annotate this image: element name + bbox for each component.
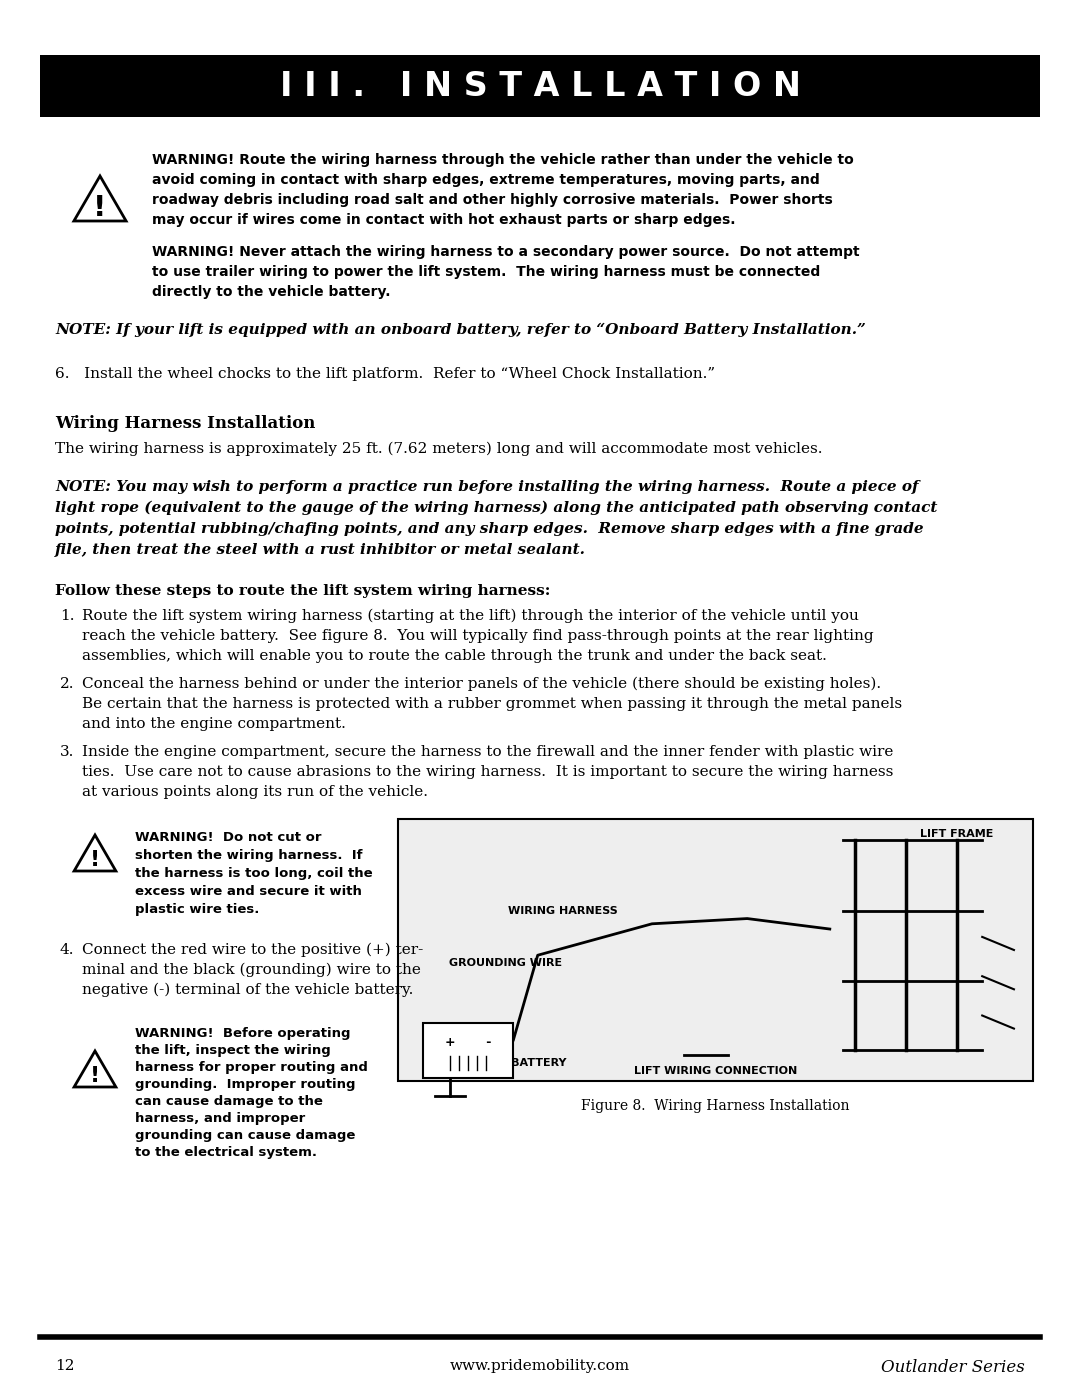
Text: grounding can cause damage: grounding can cause damage: [135, 1129, 355, 1141]
Text: directly to the vehicle battery.: directly to the vehicle battery.: [152, 285, 391, 299]
Bar: [399, 819, 1032, 1081]
Text: WARNING!  Do not cut or: WARNING! Do not cut or: [135, 831, 322, 844]
Polygon shape: [75, 835, 116, 870]
Text: 6.   Install the wheel chocks to the lift platform.  Refer to “Wheel Chock Insta: 6. Install the wheel chocks to the lift …: [55, 367, 715, 381]
Text: WARNING! Never attach the wiring harness to a secondary power source.  Do not at: WARNING! Never attach the wiring harness…: [152, 244, 860, 258]
Text: VEHICLE BATTERY: VEHICLE BATTERY: [455, 1058, 567, 1067]
Text: !: !: [90, 851, 100, 870]
Text: 3.: 3.: [60, 745, 75, 759]
Polygon shape: [75, 1051, 116, 1087]
Text: NOTE: You may wish to perform a practice run before installing the wiring harnes: NOTE: You may wish to perform a practice…: [55, 481, 918, 495]
Text: 4.: 4.: [60, 943, 75, 957]
Text: grounding.  Improper routing: grounding. Improper routing: [135, 1078, 355, 1091]
Text: www.pridemobility.com: www.pridemobility.com: [450, 1359, 630, 1373]
Text: reach the vehicle battery.  See figure 8.  You will typically find pass-through : reach the vehicle battery. See figure 8.…: [82, 629, 874, 643]
Text: WARNING!  Before operating: WARNING! Before operating: [135, 1027, 351, 1039]
Text: assemblies, which will enable you to route the cable through the trunk and under: assemblies, which will enable you to rou…: [82, 650, 827, 664]
Text: can cause damage to the: can cause damage to the: [135, 1095, 323, 1108]
Text: the lift, inspect the wiring: the lift, inspect the wiring: [135, 1044, 330, 1058]
Text: LIFT WIRING CONNECTION: LIFT WIRING CONNECTION: [634, 1066, 797, 1076]
Text: Connect the red wire to the positive (+) ter-: Connect the red wire to the positive (+)…: [82, 943, 423, 957]
Text: the harness is too long, coil the: the harness is too long, coil the: [135, 868, 373, 880]
Text: Outlander Series: Outlander Series: [881, 1359, 1025, 1376]
Text: points, potential rubbing/chafing points, and any sharp edges.  Remove sharp edg: points, potential rubbing/chafing points…: [55, 522, 923, 536]
Text: Conceal the harness behind or under the interior panels of the vehicle (there sh: Conceal the harness behind or under the …: [82, 678, 881, 692]
Text: Route the lift system wiring harness (starting at the lift) through the interior: Route the lift system wiring harness (st…: [82, 609, 859, 623]
Text: NOTE: If your lift is equipped with an onboard battery, refer to “Onboard Batter: NOTE: If your lift is equipped with an o…: [55, 323, 866, 337]
Text: may occur if wires come in contact with hot exhaust parts or sharp edges.: may occur if wires come in contact with …: [152, 212, 735, 226]
Text: ties.  Use care not to cause abrasions to the wiring harness.  It is important t: ties. Use care not to cause abrasions to…: [82, 766, 893, 780]
Text: and into the engine compartment.: and into the engine compartment.: [82, 717, 346, 731]
Text: avoid coming in contact with sharp edges, extreme temperatures, moving parts, an: avoid coming in contact with sharp edges…: [152, 173, 820, 187]
Text: I I I .   I N S T A L L A T I O N: I I I . I N S T A L L A T I O N: [280, 70, 800, 102]
Text: negative (-) terminal of the vehicle battery.: negative (-) terminal of the vehicle bat…: [82, 983, 414, 997]
Text: to use trailer wiring to power the lift system.  The wiring harness must be conn: to use trailer wiring to power the lift …: [152, 265, 820, 279]
Bar: [40, 54, 1040, 117]
Text: plastic wire ties.: plastic wire ties.: [135, 902, 259, 916]
Text: shorten the wiring harness.  If: shorten the wiring harness. If: [135, 849, 363, 862]
Text: WARNING! Route the wiring harness through the vehicle rather than under the vehi: WARNING! Route the wiring harness throug…: [152, 154, 854, 168]
Text: Inside the engine compartment, secure the harness to the firewall and the inner : Inside the engine compartment, secure th…: [82, 745, 893, 759]
Text: Follow these steps to route the lift system wiring harness:: Follow these steps to route the lift sys…: [55, 584, 551, 598]
Text: excess wire and secure it with: excess wire and secure it with: [135, 886, 362, 898]
Text: roadway debris including road salt and other highly corrosive materials.  Power : roadway debris including road salt and o…: [152, 193, 833, 207]
Text: Be certain that the harness is protected with a rubber grommet when passing it t: Be certain that the harness is protected…: [82, 697, 902, 711]
Text: LIFT FRAME: LIFT FRAME: [920, 830, 994, 840]
Text: harness for proper routing and: harness for proper routing and: [135, 1060, 368, 1074]
Text: 12: 12: [55, 1359, 75, 1373]
Text: Figure 8.  Wiring Harness Installation: Figure 8. Wiring Harness Installation: [581, 1099, 850, 1113]
Text: WIRING HARNESS: WIRING HARNESS: [509, 905, 618, 915]
Text: +       -: + -: [445, 1037, 491, 1049]
Text: minal and the black (grounding) wire to the: minal and the black (grounding) wire to …: [82, 963, 421, 978]
Bar: [423, 1024, 513, 1078]
Text: at various points along its run of the vehicle.: at various points along its run of the v…: [82, 785, 428, 799]
Text: GROUNDING WIRE: GROUNDING WIRE: [449, 958, 563, 968]
Text: light rope (equivalent to the gauge of the wiring harness) along the anticipated: light rope (equivalent to the gauge of t…: [55, 502, 937, 515]
Text: Wiring Harness Installation: Wiring Harness Installation: [55, 415, 315, 432]
Text: 1.: 1.: [60, 609, 75, 623]
Text: file, then treat the steel with a rust inhibitor or metal sealant.: file, then treat the steel with a rust i…: [55, 543, 585, 557]
Polygon shape: [73, 176, 126, 221]
Text: The wiring harness is approximately 25 ft. (7.62 meters) long and will accommoda: The wiring harness is approximately 25 f…: [55, 441, 823, 457]
Text: harness, and improper: harness, and improper: [135, 1112, 306, 1125]
Text: !: !: [90, 1066, 100, 1087]
Text: 2.: 2.: [60, 678, 75, 692]
Text: to the electrical system.: to the electrical system.: [135, 1146, 318, 1160]
Text: !: !: [93, 194, 107, 222]
